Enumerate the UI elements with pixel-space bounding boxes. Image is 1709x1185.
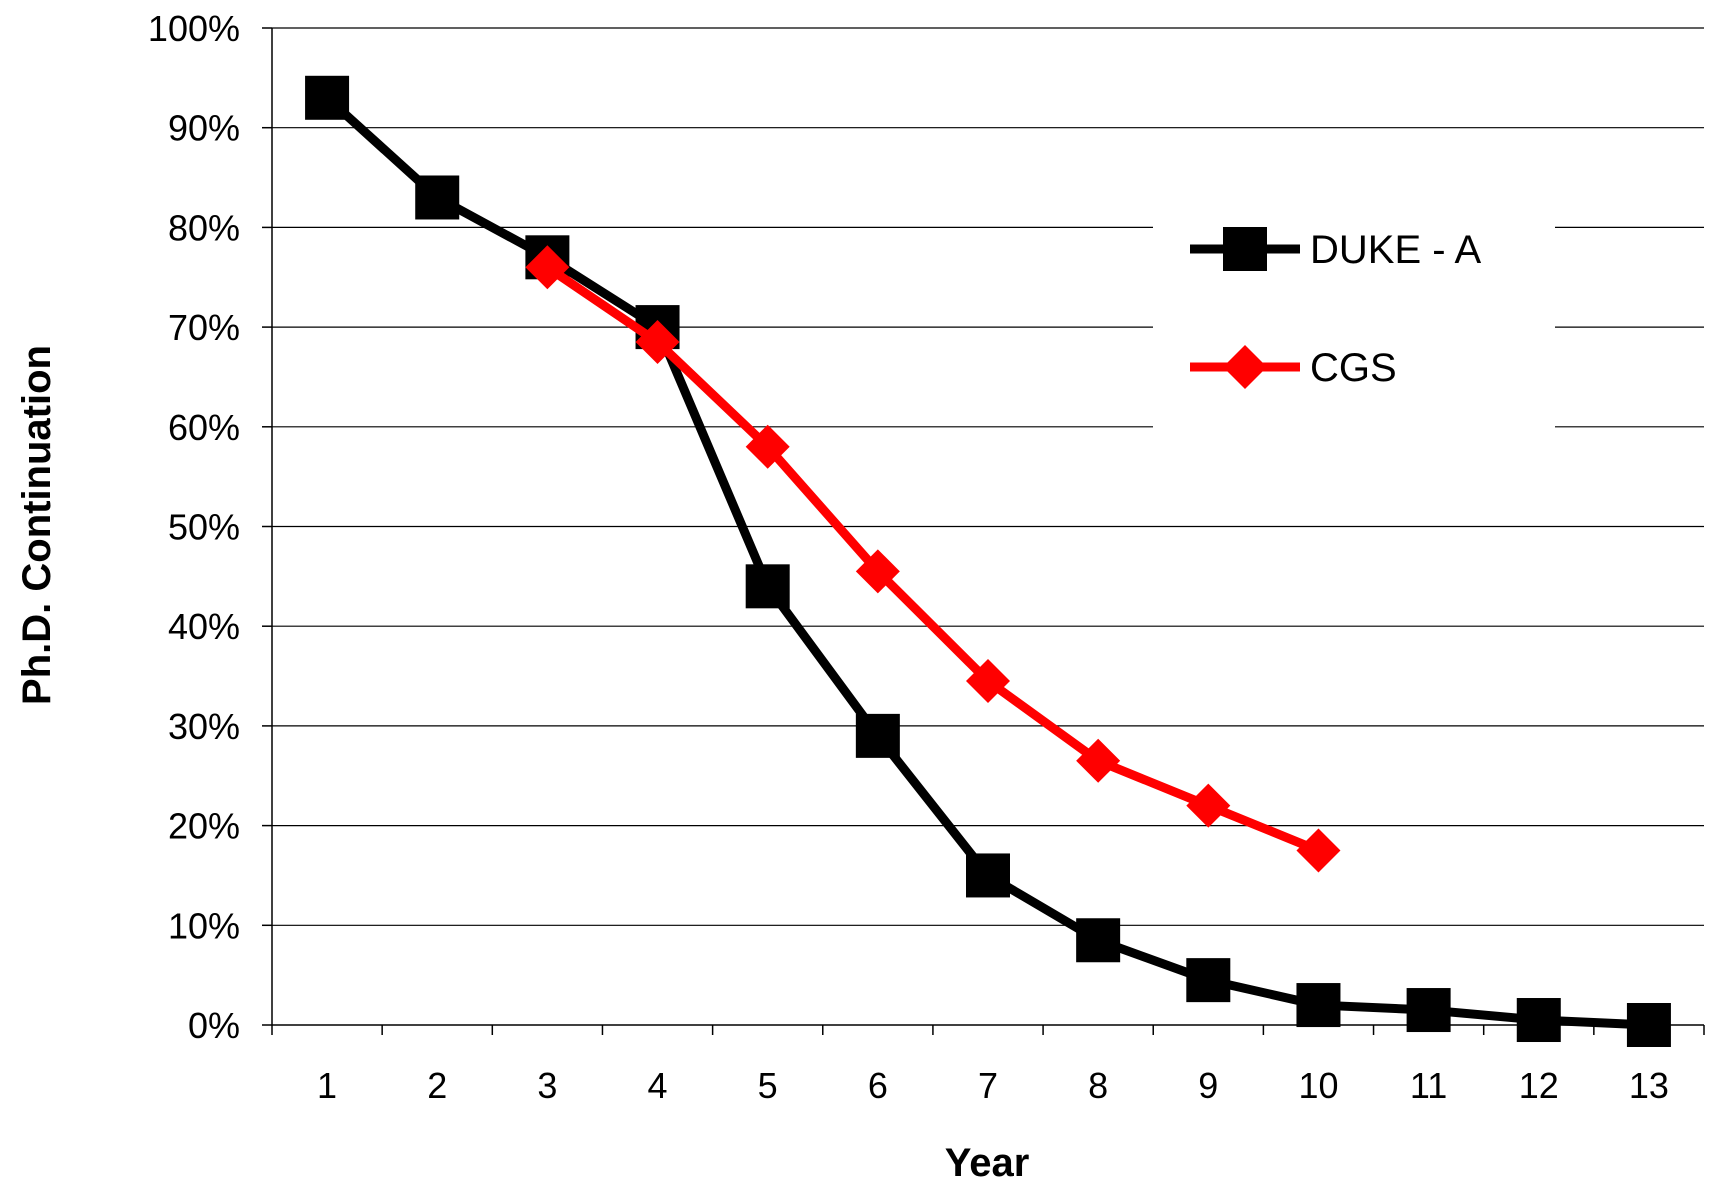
data-point-duke-a — [745, 564, 790, 609]
data-point-cgs — [855, 549, 900, 594]
x-tick-label: 3 — [537, 1065, 557, 1106]
y-tick-label: 90% — [168, 108, 240, 149]
data-point-duke-a — [1076, 918, 1121, 963]
data-point-duke-a — [1296, 983, 1341, 1028]
x-tick-label: 10 — [1298, 1065, 1338, 1106]
x-tick-label: 2 — [427, 1065, 447, 1106]
y-tick-label: 60% — [168, 407, 240, 448]
data-point-cgs — [745, 424, 790, 469]
data-point-cgs — [525, 245, 570, 290]
data-point-duke-a — [1626, 1003, 1671, 1047]
legend-marker-duke-a — [1223, 227, 1267, 271]
x-tick-label: 9 — [1198, 1065, 1218, 1106]
gridlines — [272, 27, 1704, 926]
data-point-duke-a — [1516, 998, 1561, 1043]
x-tick-label: 1 — [317, 1065, 337, 1106]
data-point-cgs — [635, 320, 680, 365]
x-axis-title: Year — [945, 1141, 1030, 1185]
x-tick-label: 8 — [1088, 1065, 1108, 1106]
y-tick-label: 20% — [168, 806, 240, 847]
legend-background — [1153, 185, 1555, 430]
series-cgs — [525, 245, 1341, 873]
x-tick-label: 11 — [1410, 1065, 1447, 1106]
x-tick-label: 4 — [648, 1065, 668, 1106]
x-tick-label: 12 — [1519, 1065, 1559, 1106]
y-tick-label: 80% — [168, 207, 240, 248]
data-point-duke-a — [966, 853, 1010, 898]
y-tick-label: 50% — [168, 507, 240, 548]
y-tick-label: 0% — [188, 1005, 240, 1046]
data-point-duke-a — [1186, 958, 1231, 1003]
x-tick-label: 7 — [978, 1065, 998, 1106]
y-axis-tick-labels: 0% 10% 20% 30% 40% 50% 60% 70% 80% 90% 100% — [148, 8, 240, 1046]
legend-marker-cgs — [1223, 345, 1267, 389]
data-point-cgs — [1186, 783, 1231, 828]
y-tick-label: 10% — [168, 905, 240, 946]
y-tick-label: 70% — [168, 307, 240, 348]
y-tick-label: 30% — [168, 706, 240, 747]
data-point-cgs — [1076, 738, 1121, 783]
series-group — [305, 75, 1671, 1047]
legend-label-cgs: CGS — [1310, 346, 1397, 390]
x-tick-label: 5 — [758, 1065, 778, 1106]
x-tick-label: 6 — [868, 1065, 888, 1106]
y-tick-label: 40% — [168, 606, 240, 647]
x-axis-tick-labels: 1 2 3 4 5 6 7 8 9 10 11 12 13 — [317, 1065, 1669, 1106]
data-point-duke-a — [1406, 988, 1451, 1033]
y-axis-title: Ph.D. Continuation — [15, 345, 59, 705]
legend-label-duke-a: DUKE - A — [1310, 228, 1481, 272]
data-point-duke-a — [415, 175, 460, 220]
axes — [262, 27, 1705, 1035]
legend: DUKE - A CGS — [1153, 185, 1555, 430]
data-point-duke-a — [305, 75, 350, 120]
x-tick-label: 13 — [1629, 1065, 1669, 1106]
y-tick-label: 100% — [148, 8, 240, 49]
series-line-cgs — [542, 262, 1323, 856]
data-point-cgs — [966, 659, 1010, 704]
data-point-duke-a — [855, 713, 900, 758]
data-point-cgs — [1296, 828, 1341, 873]
